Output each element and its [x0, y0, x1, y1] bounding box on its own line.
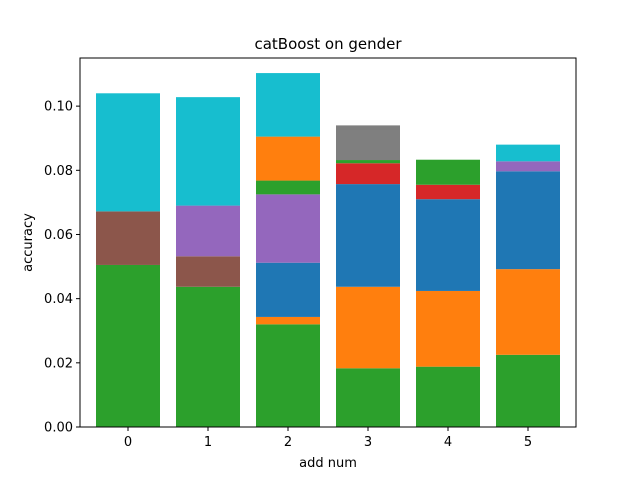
bar-segment-5-0 [496, 354, 560, 427]
x-axis: 0 1 2 3 4 5 [124, 427, 532, 450]
bar-segment-2-1 [256, 316, 320, 325]
x-tick-label: 0 [124, 435, 132, 450]
x-axis-title: add num [299, 456, 357, 471]
bar-segment-1-3 [176, 97, 240, 206]
bar-segment-4-1 [416, 290, 480, 367]
x-tick-label: 5 [524, 435, 532, 450]
bar-segment-4-2 [416, 199, 480, 291]
y-tick-label: 0.00 [44, 421, 73, 436]
x-tick-label: 4 [444, 435, 452, 450]
bar-segment-5-2 [496, 171, 560, 270]
bar-segment-5-3 [496, 161, 560, 172]
bar-segment-1-1 [176, 256, 240, 287]
bar-segment-3-3 [336, 163, 400, 185]
y-tick-label: 0.02 [44, 356, 73, 371]
bar-segment-4-0 [416, 366, 480, 427]
bar-segment-5-1 [496, 269, 560, 355]
bar-segment-3-1 [336, 286, 400, 369]
plot-area [96, 73, 560, 427]
y-tick-label: 0.04 [44, 292, 73, 307]
y-tick-label: 0.06 [44, 228, 73, 243]
x-tick-label: 2 [284, 435, 292, 450]
bar-segment-2-2 [256, 262, 320, 317]
bar-segment-2-3 [256, 194, 320, 263]
bar-segment-2-4 [256, 180, 320, 195]
bar-segment-2-6 [256, 73, 320, 137]
x-tick-label: 1 [204, 435, 212, 450]
bar-segment-3-0 [336, 368, 400, 427]
bar-segment-1-0 [176, 286, 240, 427]
bar-segment-3-2 [336, 184, 400, 287]
y-axis-title: accuracy [21, 213, 36, 272]
bar-segment-4-3 [416, 184, 480, 200]
bar-segment-2-5 [256, 136, 320, 181]
bar-segment-0-0 [96, 264, 160, 427]
axes-frame [79, 57, 577, 428]
y-axis: 0.00 0.02 0.04 0.06 0.08 0.10 [44, 100, 80, 436]
bar-segment-1-2 [176, 205, 240, 257]
bar-segment-5-4 [496, 144, 560, 162]
chart-title: catBoost on gender [254, 35, 402, 53]
bar-segment-0-1 [96, 211, 160, 265]
y-tick-label: 0.10 [44, 100, 73, 115]
bar-segment-2-0 [256, 324, 320, 427]
bar-segment-4-4 [416, 159, 480, 185]
bar-segment-0-2 [96, 93, 160, 212]
bar-segment-3-5 [336, 125, 400, 161]
x-tick-label: 3 [364, 435, 372, 450]
y-tick-label: 0.08 [44, 164, 73, 179]
bar-segment-3-4 [336, 160, 400, 164]
